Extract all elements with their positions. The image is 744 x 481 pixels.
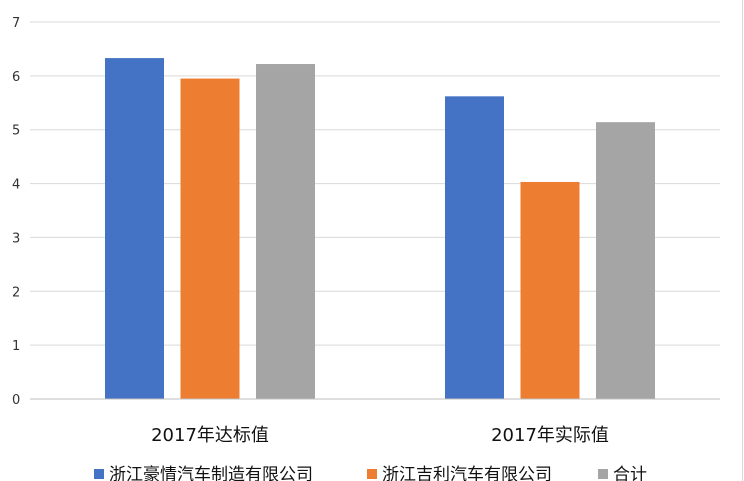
y-tick-label: 5 xyxy=(12,124,20,139)
y-tick-label: 7 xyxy=(12,16,20,31)
y-tick-label: 4 xyxy=(12,178,20,193)
y-tick-label: 2 xyxy=(12,285,20,300)
legend-swatch xyxy=(94,469,104,479)
legend-label: 浙江吉利汽车有限公司 xyxy=(382,465,552,481)
legend: 浙江豪情汽车制造有限公司 浙江吉利汽车有限公司 合计 xyxy=(94,464,647,481)
legend-swatch xyxy=(367,469,377,479)
x-axis-ticks: 2017年达标值 2017年实际值 xyxy=(151,425,609,446)
bar-series-1-category-0 xyxy=(180,78,240,400)
y-tick-label: 3 xyxy=(12,231,20,246)
y-tick-label: 1 xyxy=(12,339,20,354)
y-tick-label: 6 xyxy=(12,70,20,85)
legend-swatch xyxy=(598,469,608,479)
y-tick-label: 0 xyxy=(12,393,20,408)
bar-series-2-category-1 xyxy=(596,122,655,399)
bar-series-1-category-1 xyxy=(520,181,580,399)
y-axis-ticks: 0 1 2 3 4 5 6 7 xyxy=(12,16,20,408)
bar-series-2-category-0 xyxy=(256,64,315,399)
bar-series-0-category-0 xyxy=(105,58,164,399)
legend-label: 浙江豪情汽车制造有限公司 xyxy=(109,464,313,481)
bars xyxy=(105,58,655,400)
x-tick-label: 2017年达标值 xyxy=(151,425,269,446)
legend-label: 合计 xyxy=(613,465,647,481)
x-tick-label: 2017年实际值 xyxy=(491,425,609,446)
bar-series-0-category-1 xyxy=(445,96,504,399)
